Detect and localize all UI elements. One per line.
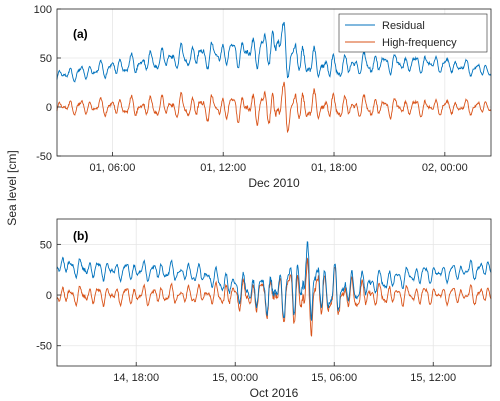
series-lines-a: [56, 21, 492, 133]
x-tick-label: 15, 12:00: [410, 372, 456, 384]
y-tick-label: -50: [36, 341, 52, 353]
x-tick-label: 15, 06:00: [311, 372, 357, 384]
legend-box: [338, 13, 488, 53]
x-tick-label: 01, 18:00: [311, 162, 357, 174]
y-tick-label: -50: [36, 151, 52, 163]
x-tick-label: 01, 12:00: [200, 162, 246, 174]
panel-a: 01, 06:00 01, 12:00 01, 18:00 02, 00:00 -50 0…: [34, 4, 492, 190]
y-tick-label: 50: [40, 239, 52, 251]
panel-label-a: (a): [73, 27, 88, 41]
series-line-high-frequency-a: [56, 81, 492, 133]
legend-label-high-frequency: High-frequency: [382, 37, 457, 49]
x-tick-label: 15, 00:00: [212, 372, 258, 384]
ticks-b: 14, 18:00 15, 00:00 15, 06:00 15, 12:00 -50 0…: [36, 239, 456, 384]
series-line-residual-b: [56, 241, 492, 321]
y-tick-label: 100: [34, 4, 52, 16]
y-tick-label: 0: [46, 290, 52, 302]
series-lines-b: [56, 241, 492, 337]
series-line-residual-a: [56, 21, 492, 83]
axes-box-a: [56, 8, 492, 157]
series-line-high-frequency-b: [56, 257, 492, 337]
ticks-a: 01, 06:00 01, 12:00 01, 18:00 02, 00:00 -50 0…: [34, 4, 468, 174]
panel-label-b: (b): [73, 229, 88, 243]
x-axis-label-a: Dec 2010: [248, 176, 300, 190]
x-axis-label-b: Oct 2016: [250, 386, 299, 400]
y-tick-label: 50: [40, 53, 52, 65]
x-tick-label: 01, 06:00: [89, 162, 135, 174]
legend-label-residual: Residual: [382, 20, 425, 32]
y-axis-label: Sea level [cm]: [5, 150, 19, 225]
axes-box-b: [56, 218, 492, 367]
panel-b: 14, 18:00 15, 00:00 15, 06:00 15, 12:00 -50 0…: [36, 218, 492, 400]
y-tick-label: 0: [46, 102, 52, 114]
legend: Residual High-frequency: [338, 13, 488, 53]
x-tick-label: 14, 18:00: [113, 372, 159, 384]
x-tick-label: 02, 00:00: [422, 162, 468, 174]
